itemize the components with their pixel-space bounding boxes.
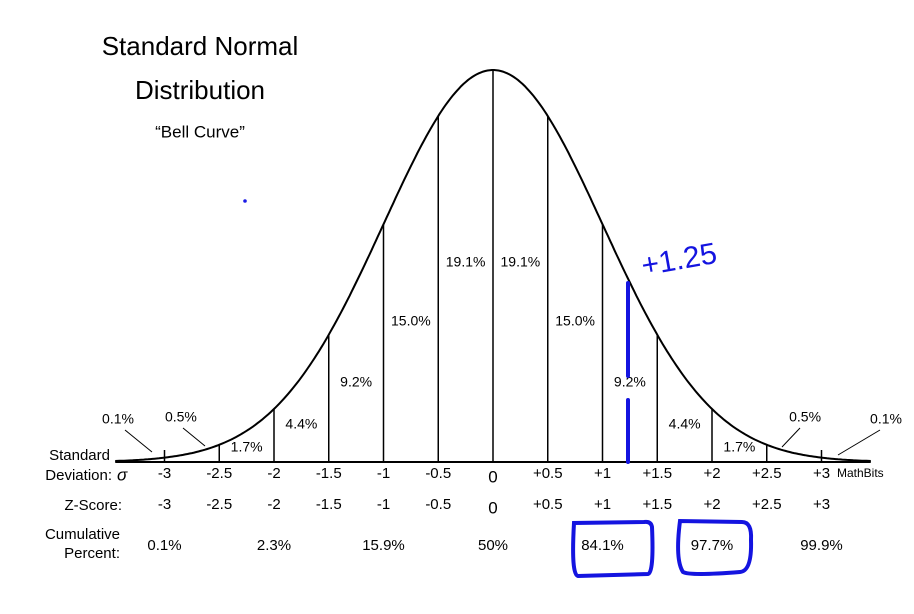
bell-curve: 0.1% 0.5% 1.7% 4.4% 9.2% 15.0% 19.1% 19.1% 15.0%… <box>45 69 902 562</box>
row-label: Z-Score: <box>64 497 122 514</box>
sigma-tick: +2 <box>703 465 720 482</box>
sigma-tick: -3 <box>158 465 171 482</box>
z-score: +0.5 <box>533 496 563 513</box>
z-score: +3 <box>813 496 830 513</box>
z-score: -3 <box>158 496 171 513</box>
cumulative-percent: 50% <box>478 537 508 554</box>
sigma-tick: -2 <box>267 465 280 482</box>
row-label: Percent: <box>64 545 120 562</box>
segment-label: 0.5% <box>789 409 821 425</box>
sigma-tick: -2.5 <box>206 465 232 482</box>
pen-dot <box>243 199 247 203</box>
segment-label: 4.4% <box>669 416 701 432</box>
z-score: -1 <box>377 496 390 513</box>
segment-label: 1.7% <box>231 439 263 455</box>
sigma-tick: -0.5 <box>425 465 451 482</box>
row-label: Cumulative <box>45 526 120 543</box>
subtitle: “Bell Curve” <box>155 122 245 141</box>
sigma-tick: +3 <box>813 465 830 482</box>
leader-line <box>124 429 153 453</box>
pen-box <box>676 518 754 576</box>
cumulative-percent: 84.1% <box>581 537 624 554</box>
sigma-tick: +1.5 <box>642 465 672 482</box>
z-score: -2.5 <box>206 496 232 513</box>
sigma-tick: +1 <box>594 465 611 482</box>
leader-line <box>781 427 801 448</box>
segment-label: 19.1% <box>501 254 541 270</box>
row-label: Standard <box>49 447 110 464</box>
segment-label: 0.1% <box>102 411 134 427</box>
segment-label: 1.7% <box>723 439 755 455</box>
cumulative-percent: 97.7% <box>691 537 734 554</box>
leader-line <box>182 427 206 447</box>
z-score: +2.5 <box>752 496 782 513</box>
pen-box <box>571 519 655 579</box>
segment-label: 0.1% <box>870 411 902 427</box>
handwritten-marks <box>571 281 754 579</box>
z-score: -1.5 <box>316 496 342 513</box>
watermark: MathBits <box>837 466 884 480</box>
z-score: +1 <box>594 496 611 513</box>
sigma-tick: +2.5 <box>752 465 782 482</box>
segment-label: 0.5% <box>165 409 197 425</box>
cumulative-percent: 99.9% <box>800 537 843 554</box>
segment-label: 15.0% <box>555 313 595 329</box>
cumulative-percent: 2.3% <box>257 537 291 554</box>
z-score: +1.5 <box>642 496 672 513</box>
z-score: +2 <box>703 496 720 513</box>
row-label: Deviation: <box>45 467 112 484</box>
segment-label: 9.2% <box>340 374 372 390</box>
cumulative-percent: 15.9% <box>362 537 405 554</box>
sigma-tick: -1 <box>377 465 390 482</box>
segment-label: 4.4% <box>285 416 317 432</box>
title-line: Distribution <box>135 75 265 105</box>
sigma-tick: +0.5 <box>533 465 563 482</box>
leader-line <box>837 429 881 456</box>
cumulative-percent: 0.1% <box>147 537 181 554</box>
segment-label: 15.0% <box>391 313 431 329</box>
title-line: Standard Normal <box>102 31 299 61</box>
z-score: -0.5 <box>425 496 451 513</box>
segment-label: 19.1% <box>446 254 486 270</box>
sigma-tick: -1.5 <box>316 465 342 482</box>
segment-label: 9.2% <box>614 374 646 390</box>
z-score: 0 <box>488 498 497 517</box>
sigma-symbol: σ <box>117 465 128 484</box>
z-score: -2 <box>267 496 280 513</box>
sigma-tick: 0 <box>488 467 497 486</box>
